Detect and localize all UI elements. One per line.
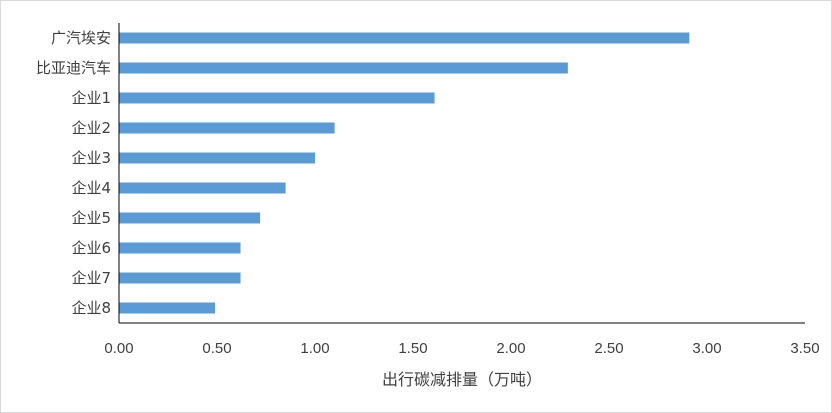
bar-0: [119, 32, 690, 44]
category-label-7: 企业6: [71, 239, 111, 257]
x-tick-label-2: 1.00: [300, 340, 329, 357]
x-tick-label-5: 2.50: [594, 340, 623, 357]
bars-group: [119, 32, 690, 314]
bar-8: [119, 272, 241, 284]
category-label-2: 企业1: [71, 89, 111, 107]
bar-5: [119, 182, 286, 194]
category-label-6: 企业5: [71, 209, 111, 227]
category-label-5: 企业4: [71, 179, 111, 197]
category-label-9: 企业8: [71, 299, 111, 317]
bar-3: [119, 122, 335, 134]
bar-9: [119, 302, 216, 314]
bar-6: [119, 212, 261, 224]
x-axis-title: 出行碳减排量（万吨）: [382, 370, 542, 389]
x-tick-labels: 0.00 0.50 1.00 1.50 2.00 2.50 3.00 3.50: [104, 340, 819, 357]
bar-4: [119, 152, 315, 164]
x-tick-label-1: 0.50: [202, 340, 231, 357]
category-label-4: 企业3: [71, 149, 111, 167]
category-label-1: 比亚迪汽车: [36, 59, 111, 77]
x-tick-label-6: 3.00: [692, 340, 721, 357]
x-tick-label-3: 1.50: [398, 340, 427, 357]
x-tick-label-7: 3.50: [790, 340, 819, 357]
bar-1: [119, 62, 568, 74]
category-label-0: 广汽埃安: [51, 29, 111, 47]
category-label-8: 企业7: [71, 269, 111, 287]
bar-2: [119, 92, 435, 104]
category-label-3: 企业2: [71, 119, 111, 137]
x-tick-label-4: 2.00: [496, 340, 525, 357]
bar-7: [119, 242, 241, 254]
x-tick-label-0: 0.00: [104, 340, 133, 357]
